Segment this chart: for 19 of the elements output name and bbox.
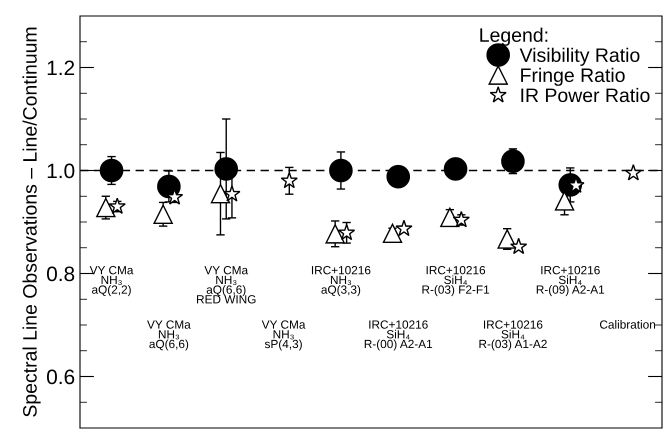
- x-tick-label: VY CMa NH₃ aQ(6,6): [147, 320, 191, 350]
- x-tick-label: VY CMa NH₃ aQ(6,6) RED WING: [197, 266, 256, 304]
- x-tick-label: IRC+10216 SiH₄ R-(03) F2-F1: [422, 266, 490, 296]
- legend-label: IR Power Ratio: [521, 88, 650, 102]
- y-tick-label: 1.2: [48, 60, 74, 76]
- x-tick-label: IRC+10216 NH₃ aQ(3,3): [312, 266, 370, 296]
- legend-label: Fringe Ratio: [521, 68, 625, 86]
- x-tick-label: IRC+10216 SiH₄ R-(00) A2-A1: [364, 320, 432, 350]
- x-tick-label: IRC+10216 SiH₄ R-(09) A2-A1: [536, 266, 604, 296]
- x-tick-label: VY CMa NH₃ aQ(2,2): [90, 266, 134, 296]
- y-tick-label: 0.6: [46, 370, 74, 384]
- y-tick-label: 0.8: [46, 266, 74, 282]
- legend-label: Visibility Ratio: [520, 48, 640, 66]
- y-tick-label: 1.0: [48, 164, 74, 178]
- legend-title: Legend:: [480, 28, 548, 46]
- x-tick-label: Calibration: [600, 320, 656, 329]
- x-tick-label: IRC+10216 SiH₄ R-(03) A1-A2: [479, 320, 547, 350]
- y-axis-title: Spectral Line Observations – Line/Continuum: [22, 28, 41, 417]
- x-tick-label: VY CMa NH₃ sP(4,3): [262, 320, 306, 350]
